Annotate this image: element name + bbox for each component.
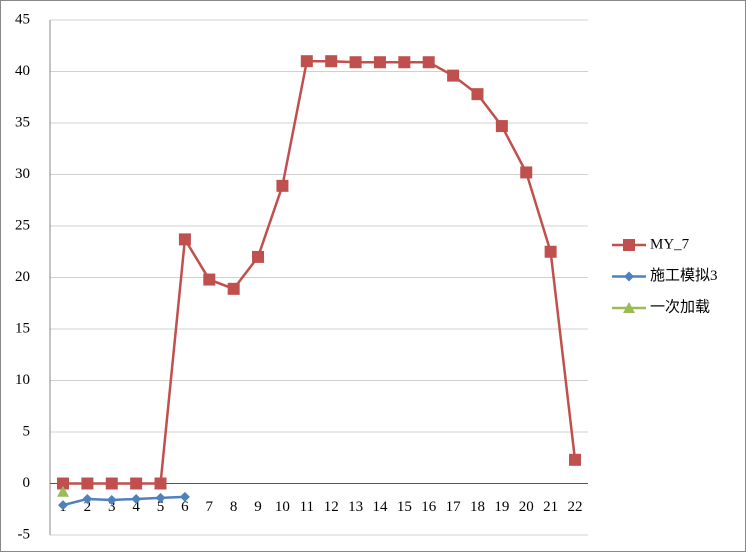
x-tick-label: 9	[254, 499, 262, 515]
point	[569, 453, 581, 466]
y-tick-label: 35	[15, 114, 30, 130]
series-line	[63, 59, 577, 485]
x-tick-label: 8	[230, 499, 238, 515]
point	[252, 250, 265, 263]
point	[178, 233, 191, 246]
point	[131, 493, 142, 504]
point	[203, 273, 216, 286]
x-tick-label: 5	[157, 499, 165, 515]
point	[82, 493, 93, 504]
y-tick-label: 25	[15, 217, 30, 233]
point	[373, 56, 386, 69]
point	[325, 55, 338, 68]
x-tick-label: 12	[324, 499, 339, 515]
y-tick-label: 40	[15, 63, 30, 79]
point	[349, 56, 362, 69]
x-tick-label: 20	[519, 499, 534, 515]
point	[276, 179, 289, 192]
point	[57, 477, 69, 490]
x-tick-label: 10	[275, 499, 290, 515]
point	[57, 485, 69, 497]
legend-label: 施工模拟3	[650, 267, 718, 284]
point	[544, 245, 557, 258]
x-tick-label: 6	[181, 499, 189, 515]
point	[154, 477, 167, 490]
x-tick-label: 3	[108, 499, 116, 515]
y-tick-label: 5	[23, 423, 31, 439]
point	[155, 492, 166, 503]
x-tick-label: 14	[372, 499, 388, 515]
y-tick-label: 45	[15, 11, 30, 27]
point	[227, 282, 240, 295]
point	[130, 477, 143, 490]
y-tick-label: 30	[15, 166, 30, 182]
point	[495, 120, 508, 133]
point	[300, 55, 313, 68]
point	[105, 477, 118, 490]
point	[471, 88, 484, 101]
point	[624, 271, 634, 282]
point	[447, 69, 460, 82]
point	[422, 56, 435, 69]
x-tick-label: 21	[543, 499, 558, 515]
x-tick-label: 19	[494, 499, 509, 515]
legend-label: 一次加载	[650, 298, 710, 315]
x-tick-label: 16	[421, 499, 437, 515]
x-tick-label: 13	[348, 499, 363, 515]
x-tick-label: 15	[397, 499, 412, 515]
y-tick-label: 0	[23, 475, 31, 491]
y-tick-label: 20	[15, 269, 30, 285]
point	[623, 239, 635, 251]
point	[179, 491, 190, 502]
x-tick-label: 2	[84, 499, 92, 515]
y-tick-label: -5	[18, 526, 31, 542]
x-tick-label: 22	[568, 499, 583, 515]
x-tick-label: 7	[206, 499, 214, 515]
point	[58, 500, 68, 511]
legend-label: MY_7	[650, 236, 690, 252]
x-tick-label: 17	[446, 499, 462, 515]
point	[81, 477, 94, 490]
x-tick-label: 11	[300, 499, 314, 515]
point	[398, 56, 411, 69]
point	[520, 166, 533, 179]
y-tick-label: 15	[15, 320, 30, 336]
x-tick-label: 4	[132, 499, 140, 515]
point	[623, 302, 635, 313]
y-tick-label: 10	[15, 372, 30, 388]
point	[106, 494, 117, 505]
x-tick-label: 18	[470, 499, 485, 515]
